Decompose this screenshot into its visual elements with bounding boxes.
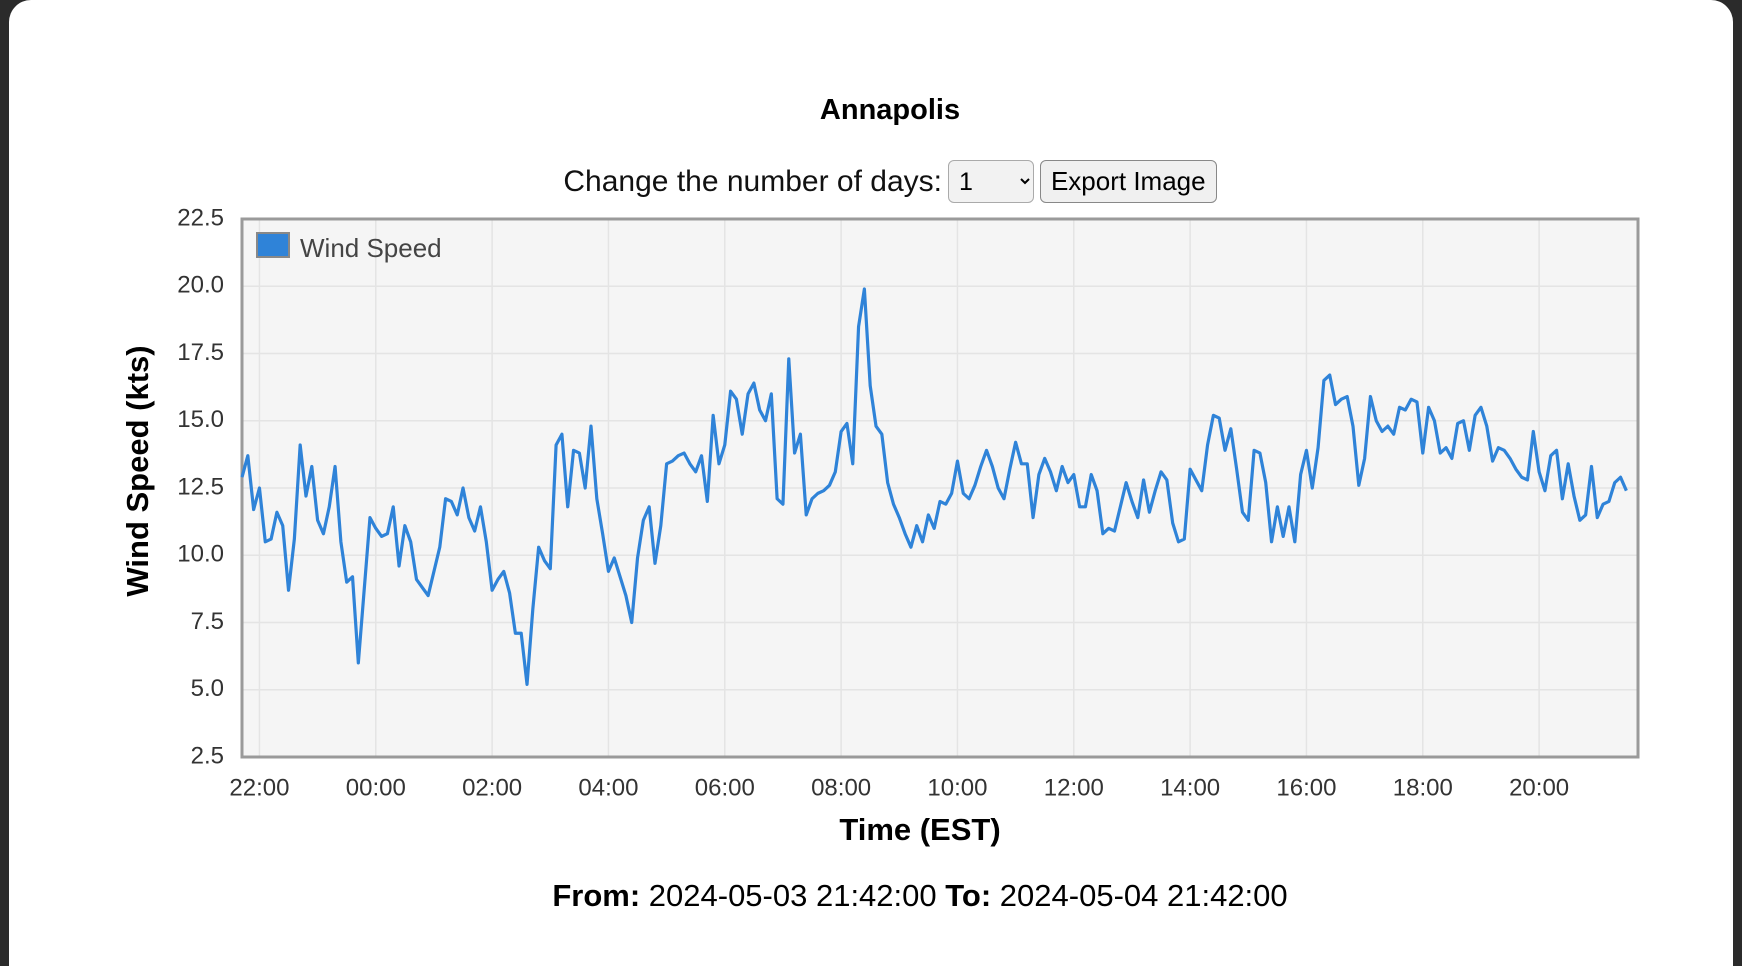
x-tick-label: 18:00 bbox=[1393, 774, 1453, 801]
x-axis-title: Time (EST) bbox=[839, 812, 1000, 847]
y-tick-label: 7.5 bbox=[191, 608, 224, 635]
y-tick-label: 5.0 bbox=[191, 675, 224, 702]
y-tick-label: 12.5 bbox=[177, 473, 224, 500]
y-tick-label: 17.5 bbox=[177, 339, 224, 366]
y-tick-label: 20.0 bbox=[177, 272, 224, 299]
x-tick-label: 16:00 bbox=[1276, 774, 1336, 801]
y-tick-label: 10.0 bbox=[177, 541, 224, 568]
x-tick-label: 04:00 bbox=[578, 774, 638, 801]
y-tick-label: 15.0 bbox=[177, 406, 224, 433]
export-button[interactable]: Export Image bbox=[1039, 160, 1217, 203]
x-tick-label: 12:00 bbox=[1044, 774, 1104, 801]
x-tick-label: 02:00 bbox=[462, 774, 522, 801]
plot-border bbox=[240, 217, 1640, 759]
legend-label: Wind Speed bbox=[300, 233, 442, 263]
controls: Change the number of days: 1 Export Imag… bbox=[0, 160, 1742, 203]
chart-title: Annapolis bbox=[819, 94, 961, 126]
to-label: To: bbox=[945, 878, 992, 913]
y-tick-label: 2.5 bbox=[191, 742, 224, 769]
x-tick-label: 00:00 bbox=[346, 774, 406, 801]
legend-swatch bbox=[256, 232, 290, 258]
data-line bbox=[240, 287, 1628, 686]
from-label: From: bbox=[552, 878, 641, 913]
days-label: Change the number of days: bbox=[563, 164, 942, 198]
date-range: From: 2024-05-03 21:42:00 To: 2024-05-04… bbox=[0, 878, 1742, 914]
x-tick-label: 14:00 bbox=[1160, 774, 1220, 801]
to-date: 2024-05-04 21:42:00 bbox=[999, 878, 1288, 913]
days-select[interactable]: 1 bbox=[947, 160, 1034, 203]
x-tick-label: 20:00 bbox=[1509, 774, 1569, 801]
y-tick-label: 22.5 bbox=[177, 204, 224, 231]
x-tick-label: 08:00 bbox=[811, 774, 871, 801]
x-tick-label: 10:00 bbox=[927, 774, 987, 801]
y-axis-title: Wind Speed (kts) bbox=[120, 345, 155, 596]
from-date: 2024-05-03 21:42:00 bbox=[648, 878, 937, 913]
x-tick-label: 06:00 bbox=[695, 774, 755, 801]
x-tick-label: 22:00 bbox=[229, 774, 289, 801]
